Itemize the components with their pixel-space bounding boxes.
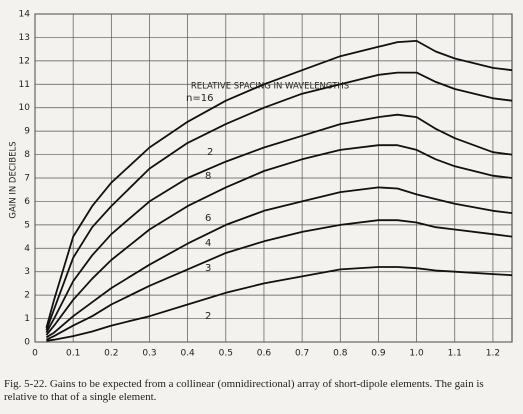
- chart: RELATIVE SPACING IN WAVELENGTHS GAIN IN …: [9, 10, 513, 359]
- curve: [46, 219, 513, 341]
- curve: [45, 144, 513, 336]
- y-tick-label: 12: [19, 56, 30, 66]
- curve-label: n=16: [186, 93, 213, 104]
- y-tick-label: 8: [24, 150, 30, 160]
- curve-label: 8: [205, 171, 211, 182]
- x-tick-label: 0.1: [66, 349, 80, 359]
- x-tick-label: 0.7: [295, 349, 309, 359]
- x-tick-label: 0.8: [333, 349, 348, 359]
- x-tick-label: 1.2: [486, 349, 500, 359]
- curve: [45, 40, 513, 329]
- x-tick-label: 1.0: [409, 349, 424, 359]
- y-tick-label: 11: [19, 80, 30, 90]
- y-tick-label: 1: [24, 314, 30, 324]
- x-tick-label: 0.6: [257, 349, 272, 359]
- curve-label: 4: [205, 238, 211, 249]
- y-tick-label: 4: [24, 244, 30, 254]
- curve: [45, 71, 513, 331]
- y-tick-label: 13: [19, 33, 30, 43]
- x-tick-label: 1.1: [448, 349, 462, 359]
- curve: [46, 266, 513, 342]
- curve-label: 6: [205, 213, 211, 224]
- y-tick-label: 6: [24, 197, 30, 207]
- x-tick-label: 0.3: [142, 349, 156, 359]
- curve: [45, 186, 513, 339]
- x-tick-label: 0.9: [371, 349, 386, 359]
- curve-label: 2: [205, 311, 211, 322]
- caption: Fig. 5-22. Gains to be expected from a c…: [4, 378, 484, 403]
- y-tick-label: 10: [19, 103, 31, 113]
- curve-label: 3: [205, 263, 211, 274]
- x-axis-title: RELATIVE SPACING IN WAVELENGTHS: [191, 82, 349, 92]
- curve: [45, 113, 513, 334]
- x-tick-label: 0.2: [104, 349, 118, 359]
- y-axis-title: GAIN IN DECIBELS: [9, 141, 19, 218]
- x-tick-label: 0: [32, 349, 38, 359]
- x-tick-label: 0.5: [219, 349, 233, 359]
- y-tick-label: 0: [24, 338, 30, 348]
- y-tick-label: 14: [19, 10, 31, 20]
- y-tick-label: 2: [24, 291, 30, 301]
- y-tick-label: 5: [24, 220, 30, 230]
- y-tick-label: 9: [24, 127, 30, 137]
- y-tick-label: 7: [24, 174, 30, 184]
- curve-label: 2: [207, 147, 213, 158]
- y-tick-label: 3: [24, 267, 30, 277]
- x-tick-label: 0.4: [180, 349, 195, 359]
